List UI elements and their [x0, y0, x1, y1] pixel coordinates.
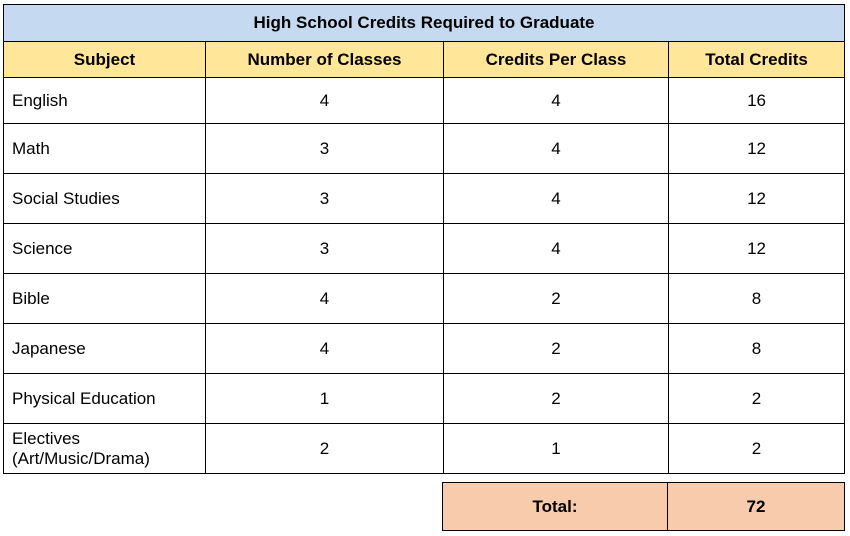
- subject-cell: Social Studies: [3, 173, 206, 224]
- total-credits-cell: 8: [667, 273, 846, 324]
- table-row: Math 3 4 12: [3, 123, 846, 174]
- credits-per-class-cell: 2: [443, 323, 669, 374]
- table-row: Japanese 4 2 8: [3, 323, 846, 374]
- credits-per-class-cell: 4: [443, 77, 669, 124]
- total-credits-cell: 8: [667, 323, 846, 374]
- table-title: High School Credits Required to Graduate: [2, 4, 846, 42]
- total-credits-cell: 2: [667, 373, 846, 424]
- num-classes-cell: 3: [205, 123, 444, 174]
- total-credits-cell: 2: [667, 423, 846, 474]
- table-row: Physical Education 1 2 2: [3, 373, 846, 424]
- table-row: Electives (Art/Music/Drama) 2 1 2: [3, 423, 846, 474]
- total-label: Total:: [442, 482, 668, 531]
- table-row: English 4 4 16: [3, 77, 846, 124]
- num-classes-cell: 4: [205, 77, 444, 124]
- credits-per-class-cell: 4: [443, 223, 669, 274]
- num-classes-cell: 3: [205, 173, 444, 224]
- table-row: Social Studies 3 4 12: [3, 173, 846, 224]
- credits-per-class-cell: 2: [443, 273, 669, 324]
- total-credits-cell: 16: [667, 77, 846, 124]
- num-classes-cell: 4: [205, 273, 444, 324]
- total-credits-cell: 12: [667, 173, 846, 224]
- subject-line-2: (Art/Music/Drama): [12, 448, 150, 468]
- total-table: Total: 72: [442, 482, 845, 531]
- subject-cell: Japanese: [3, 323, 206, 374]
- subject-line-1: Electives: [12, 428, 81, 448]
- num-classes-cell: 4: [205, 323, 444, 374]
- subject-cell: Electives (Art/Music/Drama): [3, 423, 206, 474]
- credits-per-class-cell: 4: [443, 123, 669, 174]
- total-credits-cell: 12: [667, 223, 846, 274]
- num-classes-cell: 3: [205, 223, 444, 274]
- subject-cell: English: [3, 77, 206, 124]
- subject-cell: Math: [3, 123, 206, 174]
- total-credits-cell: 12: [667, 123, 846, 174]
- total-value: 72: [667, 482, 845, 531]
- credits-per-class-cell: 4: [443, 173, 669, 224]
- subject-cell: Bible: [3, 273, 206, 324]
- table-row: Science 3 4 12: [3, 223, 846, 274]
- credits-per-class-cell: 1: [443, 423, 669, 474]
- header-number-of-classes: Number of Classes: [205, 41, 444, 78]
- title-row: High School Credits Required to Graduate: [2, 4, 846, 42]
- credits-per-class-cell: 2: [443, 373, 669, 424]
- header-total-credits: Total Credits: [667, 41, 846, 78]
- total-row: Total: 72: [442, 482, 845, 531]
- table-row: Bible 4 2 8: [3, 273, 846, 324]
- num-classes-cell: 1: [205, 373, 444, 424]
- header-subject: Subject: [3, 41, 206, 78]
- credits-table: High School Credits Required to Graduate…: [2, 4, 846, 474]
- subject-cell: Physical Education: [3, 373, 206, 424]
- num-classes-cell: 2: [205, 423, 444, 474]
- subject-cell: Science: [3, 223, 206, 274]
- header-credits-per-class: Credits Per Class: [443, 41, 669, 78]
- header-row: Subject Number of Classes Credits Per Cl…: [3, 41, 846, 78]
